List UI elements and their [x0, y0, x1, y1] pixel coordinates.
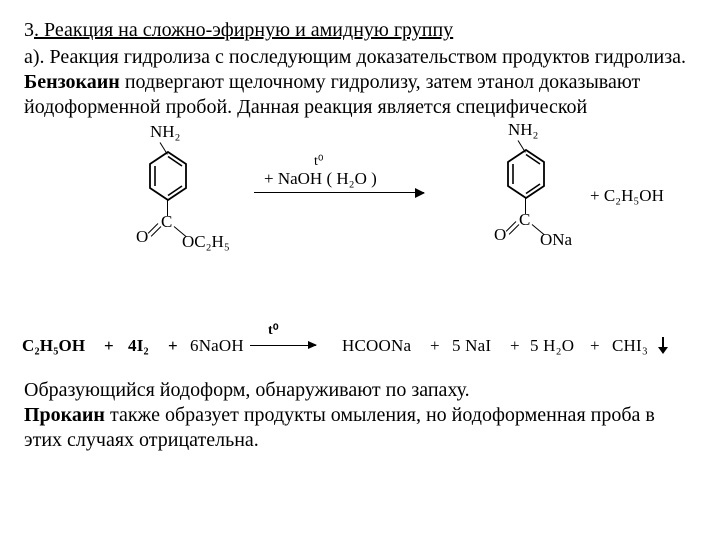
plus-ethanol-label: + C₂H₅OH: [590, 186, 664, 206]
reaction-arrow: [254, 192, 424, 193]
eq2-hcoona: HCOONa: [342, 336, 411, 356]
eq2-t0: t⁰: [268, 322, 279, 339]
reagent-naoh-label: + NaOH ( H₂O ): [264, 169, 377, 189]
eq2-plus2: +: [168, 336, 178, 356]
left-oxygen-label: O: [136, 227, 148, 247]
eq2-precipitate-arrow: [658, 335, 666, 356]
paragraph-2: Образующийся йодоформ, обнаруживают по з…: [24, 378, 696, 453]
right-nh2-label: NH₂: [508, 120, 538, 140]
eq2-chi3: CHI₃: [612, 336, 648, 356]
eq2-5nai: 5 NaI: [452, 336, 491, 356]
eq2-c2h5oh: C₂H₅OH: [22, 336, 85, 356]
right-carbon-label: C: [519, 210, 530, 230]
eq2-plus1: +: [104, 336, 114, 356]
down-arrow-icon: [659, 337, 667, 353]
reaction-equation-2: C₂H₅OH + 4I₂ + 6NaOH t⁰ HCOONa + 5 NaI +…: [22, 330, 682, 364]
heading-number: 3: [24, 19, 34, 41]
right-oxygen-label: O: [494, 225, 506, 245]
eq2-plus5: +: [590, 336, 600, 356]
eq2-plus3: +: [430, 336, 440, 356]
reagent-t0-label: t⁰: [314, 153, 324, 170]
benzene-ring-right: [504, 148, 546, 198]
eq2-6naoh: 6NaOH: [190, 336, 244, 356]
left-nh2-label: NH₂: [150, 122, 180, 142]
section-heading: 3. Реакция на сложно-эфирную и амидную г…: [24, 18, 696, 43]
para2-part-a: Образующийся йодоформ, обнаруживают по з…: [24, 379, 470, 401]
benzene-ring-left: [146, 150, 188, 200]
para2-bold: Прокаин: [24, 404, 105, 426]
heading-underline-text: . Реакция на сложно-эфирную и амидную гр…: [34, 19, 453, 41]
para1-bold: Бензокаин: [24, 71, 120, 93]
eq2-arrow: [250, 345, 316, 346]
para1-part-a: а). Реакция гидролиза с последующим дока…: [24, 46, 686, 68]
left-carbon-label: C: [161, 212, 172, 232]
reaction-scheme-1: NH₂ C O OC₂H₅ t⁰ + NaOH ( H₂O ) NH₂: [114, 126, 720, 326]
right-ona-label: ONa: [540, 230, 572, 250]
eq2-plus4: +: [510, 336, 520, 356]
left-oc2h5-label: OC₂H₅: [182, 232, 230, 252]
eq2-5h2o: 5 H₂O: [530, 336, 574, 356]
paragraph-1: а). Реакция гидролиза с последующим дока…: [24, 45, 696, 120]
eq2-4i2: 4I₂: [128, 336, 149, 356]
para2-part-b: также образует продукты омыления, но йод…: [24, 404, 655, 451]
